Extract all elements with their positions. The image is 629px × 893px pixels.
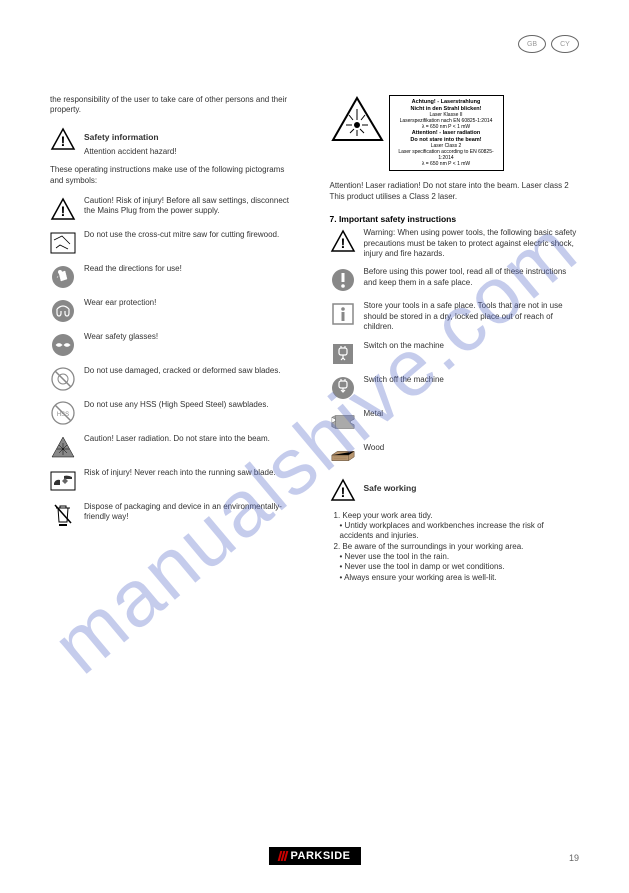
left-column: the responsibility of the user to take c… — [50, 95, 300, 583]
item-text: Wear ear protection! — [84, 298, 300, 308]
item-text: Wear safety glasses! — [84, 332, 300, 342]
logo-text: PARKSIDE — [290, 850, 350, 862]
section-7-heading: 7. Important safety instructions — [330, 214, 580, 224]
warning-triangle-icon: ! — [330, 477, 356, 503]
plug-off-icon — [330, 375, 356, 401]
item-text: Warning: When using power tools, the fol… — [364, 228, 580, 259]
item-text: Do not use any HSS (High Speed Steel) sa… — [84, 400, 300, 410]
plug-on-icon — [330, 341, 356, 367]
item-text: Store your tools in a safe place. Tools … — [364, 301, 580, 332]
item-text: Switch off the machine — [364, 375, 580, 385]
weee-icon — [50, 502, 76, 528]
svg-text:!: ! — [340, 235, 345, 251]
ear-protection-icon — [50, 298, 76, 324]
no-grinding-icon — [50, 366, 76, 392]
item-text: Risk of injury! Never reach into the run… — [84, 468, 300, 478]
metal-beam-icon — [330, 409, 356, 435]
svg-text:!: ! — [61, 203, 66, 219]
safety-heading: Safety information — [84, 132, 300, 143]
safety-sub: Attention accident hazard! — [84, 147, 300, 157]
item-text: Before using this power tool, read all o… — [364, 267, 580, 288]
info-square-icon — [330, 301, 356, 327]
wood-plank-icon — [330, 443, 356, 469]
exclaim-circle-icon — [330, 267, 356, 293]
sw-item: • Always ensure your working area is wel… — [340, 573, 580, 583]
sw-item: • Never use the tool in the rain. — [340, 552, 580, 562]
item-text: Metal — [364, 409, 580, 419]
laser-warn-icon — [50, 434, 76, 460]
sw-item: • Untidy workplaces and workbenches incr… — [340, 521, 580, 542]
item-text: Do not use damaged, cracked or deformed … — [84, 366, 300, 376]
read-manual-icon — [50, 264, 76, 290]
item-text: Read the directions for use! — [84, 264, 300, 274]
intro-text: the responsibility of the user to take c… — [50, 95, 300, 116]
sw-item: • Never use the tool in damp or wet cond… — [340, 562, 580, 572]
warning-triangle-icon: ! — [50, 196, 76, 222]
item-text: Switch on the machine — [364, 341, 580, 351]
saw-frame-icon — [50, 230, 76, 256]
laser-label-box: Achtung! - Laserstrahlung Nicht in den S… — [389, 95, 504, 171]
svg-text:!: ! — [340, 484, 345, 500]
no-hss-icon: HSS — [50, 400, 76, 426]
item-text: Dispose of packaging and device in an en… — [84, 502, 300, 523]
sw-item: 2. Be aware of the surroundings in your … — [334, 542, 580, 552]
laser-triangle-icon — [330, 95, 385, 143]
lang-oval: GB — [518, 35, 546, 53]
item-text: Caution! Laser radiation. Do not stare i… — [84, 434, 300, 444]
item-text: Caution! Risk of injury! Before all saw … — [84, 196, 300, 217]
safety-text: These operating instructions make use of… — [50, 165, 300, 186]
laser-desc: Attention! Laser radiation! Do not stare… — [330, 181, 580, 202]
sw-item: 1. Keep your work area tidy. — [334, 511, 580, 521]
item-text: Do not use the cross-cut mitre saw for c… — [84, 230, 300, 240]
warning-triangle-icon: ! — [330, 228, 356, 254]
footer-logo: PARKSIDE — [268, 847, 360, 865]
laser-warning-group: Achtung! - Laserstrahlung Nicht in den S… — [330, 95, 580, 171]
lang-oval: CY — [551, 35, 579, 53]
item-text: Wood — [364, 443, 580, 453]
safe-working-heading: Safe working — [364, 483, 580, 494]
language-badges: GB CY — [518, 35, 579, 53]
right-column: Achtung! - Laserstrahlung Nicht in den S… — [330, 95, 580, 583]
svg-text:!: ! — [61, 133, 66, 149]
logo-stripes-icon — [278, 851, 286, 861]
eye-protection-icon — [50, 332, 76, 358]
warning-triangle-icon: ! — [50, 126, 76, 152]
page-number: 19 — [569, 853, 579, 863]
hand-cut-icon — [50, 468, 76, 494]
